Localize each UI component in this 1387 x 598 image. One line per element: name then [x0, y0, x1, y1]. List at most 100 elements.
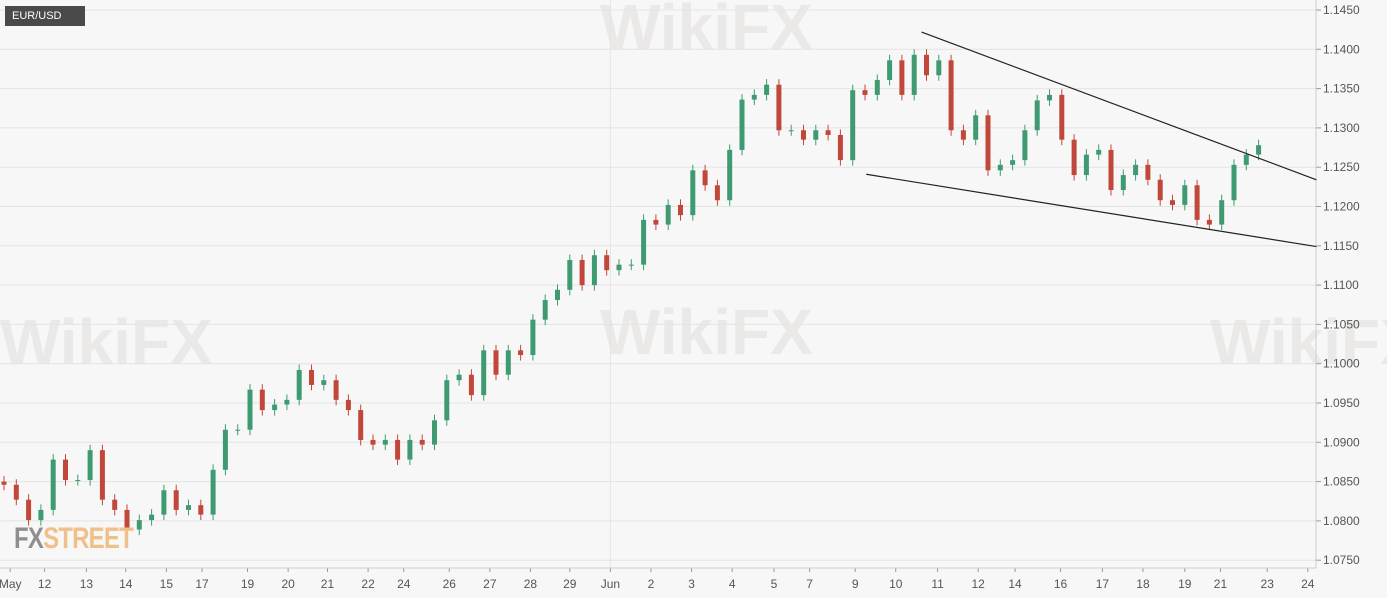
y-tick-label: 1.1450: [1323, 3, 1360, 17]
candle-body: [690, 170, 696, 216]
candle: [1145, 159, 1151, 186]
candle: [407, 434, 413, 466]
candle: [702, 164, 708, 191]
x-tick-label: 14: [1008, 577, 1022, 591]
candle: [481, 344, 487, 401]
candle-body: [395, 439, 401, 460]
candle: [432, 414, 437, 451]
y-tick-label: 1.0850: [1323, 475, 1360, 489]
candle: [936, 54, 942, 81]
candle-body: [1120, 175, 1126, 190]
candle-body: [665, 204, 671, 225]
candle: [1182, 179, 1188, 211]
candle-body: [850, 90, 856, 161]
y-tick-label: 1.0900: [1323, 435, 1360, 449]
candle: [222, 424, 228, 476]
candle: [764, 79, 770, 101]
x-tick-label: 19: [1178, 577, 1192, 591]
candle-body: [345, 399, 351, 411]
candle-body: [1133, 164, 1139, 176]
y-tick-label: 1.1100: [1323, 278, 1359, 292]
x-tick-label: 4: [729, 577, 736, 591]
candle-body: [801, 130, 806, 140]
candle: [1170, 194, 1175, 211]
candle-body: [1243, 154, 1249, 165]
candle-body: [333, 380, 339, 400]
x-tick-label: 21: [321, 577, 335, 591]
candle: [776, 79, 782, 136]
candle: [13, 479, 19, 506]
y-tick-label: 1.1150: [1323, 239, 1359, 253]
candle-body: [764, 84, 770, 95]
candle: [296, 364, 302, 406]
candle: [136, 514, 142, 536]
candle: [924, 49, 929, 81]
x-tick-label: 20: [281, 577, 295, 591]
candle-body: [407, 439, 413, 460]
x-tick-label: 17: [195, 577, 209, 591]
x-tick-label: 22: [361, 577, 375, 591]
x-tick-label: 5: [771, 577, 778, 591]
candle: [604, 249, 610, 276]
candle-body: [1022, 130, 1028, 161]
candle: [63, 454, 68, 486]
watermark: WikiFX: [1210, 306, 1387, 378]
candle-body: [38, 509, 44, 521]
x-tick-label: 28: [524, 577, 538, 591]
candle-body: [1157, 179, 1163, 201]
candle-body: [161, 490, 167, 515]
candle: [345, 394, 351, 416]
candle-body: [432, 420, 437, 445]
candle: [235, 424, 241, 436]
y-tick-label: 1.1350: [1323, 82, 1360, 96]
candle-body: [149, 514, 155, 521]
candle-body: [358, 410, 364, 440]
candle-body: [222, 429, 228, 470]
y-tick-label: 1.0750: [1323, 553, 1360, 567]
candle-body: [370, 439, 376, 445]
candle: [149, 509, 155, 526]
y-tick-label: 1.1300: [1323, 121, 1360, 135]
candle: [874, 74, 880, 101]
candle: [284, 394, 290, 411]
candle: [1022, 124, 1028, 166]
candle: [813, 124, 819, 146]
candle-body: [99, 450, 105, 500]
candle: [887, 54, 893, 86]
x-tick-label: 10: [889, 577, 903, 591]
candle-body: [26, 499, 32, 521]
candle-body: [112, 499, 118, 510]
candle-body: [899, 60, 905, 95]
candle: [309, 364, 314, 391]
candle: [641, 214, 647, 271]
candle: [1133, 159, 1139, 181]
candle-body: [936, 60, 942, 76]
candle-body: [1059, 94, 1065, 140]
candle: [26, 494, 32, 526]
candle-body: [1083, 154, 1089, 176]
y-tick-label: 1.0800: [1323, 514, 1360, 528]
candle-body: [505, 350, 511, 375]
candle-body: [309, 369, 314, 385]
candle: [493, 344, 499, 381]
candle-body: [924, 54, 929, 76]
candle-body: [542, 300, 548, 320]
candle: [321, 374, 327, 391]
x-tick-label: 17: [1096, 577, 1110, 591]
candle-body: [50, 459, 56, 510]
candle-body: [1219, 200, 1225, 225]
candle: [1256, 139, 1262, 161]
candle-body: [616, 264, 622, 271]
candle-body: [296, 369, 302, 400]
candle-body: [481, 350, 487, 396]
x-tick-label: 15: [160, 577, 174, 591]
candle: [419, 434, 425, 451]
candle-body: [444, 380, 450, 421]
candle-body: [1182, 185, 1188, 205]
candle: [825, 124, 831, 141]
candle-body: [837, 134, 843, 161]
y-tick-label: 1.0950: [1323, 396, 1360, 410]
x-tick-label: 11: [931, 577, 944, 591]
candle-body: [678, 204, 683, 216]
